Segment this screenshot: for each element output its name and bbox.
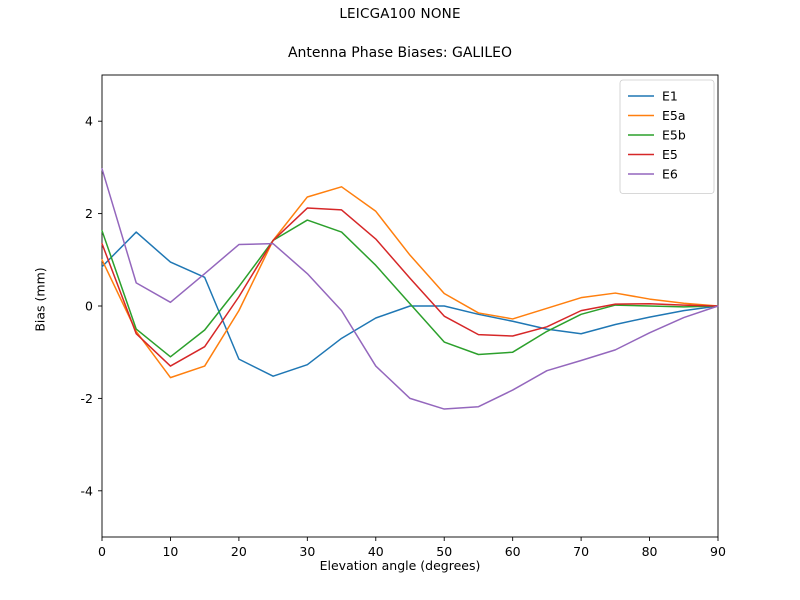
data-series-group [101, 168, 719, 410]
svg-text:50: 50 [436, 544, 452, 559]
x-axis-label: Elevation angle (degrees) [319, 558, 481, 573]
series-line-E6 [101, 168, 719, 410]
x-axis-ticks: 0 10 20 30 40 50 60 70 80 90 [98, 537, 726, 559]
series-line-E5 [101, 207, 719, 367]
y-axis-ticks: -4 -2 0 2 4 [81, 114, 102, 498]
svg-text:80: 80 [642, 544, 658, 559]
legend-label-E1: E1 [662, 89, 678, 104]
legend-label-E5a: E5a [662, 108, 686, 123]
svg-text:40: 40 [368, 544, 384, 559]
svg-text:0: 0 [98, 544, 106, 559]
legend-label-E5b: E5b [662, 128, 686, 143]
svg-text:90: 90 [710, 544, 726, 559]
series-line-E5b [101, 219, 719, 358]
figure-suptitle: LEICGA100 NONE [339, 6, 461, 22]
svg-text:10: 10 [162, 544, 178, 559]
svg-text:2: 2 [85, 206, 93, 221]
chart-legend: E1 E5a E5b E5 E6 [619, 79, 715, 194]
legend-label-E5: E5 [662, 147, 678, 162]
axes-title: Antenna Phase Biases: GALILEO [287, 45, 513, 61]
svg-text:-4: -4 [81, 483, 94, 498]
svg-text:4: 4 [85, 114, 93, 129]
svg-text:60: 60 [505, 544, 521, 559]
svg-text:0: 0 [85, 299, 93, 314]
svg-text:70: 70 [573, 544, 589, 559]
series-line-E5a [101, 186, 719, 379]
svg-text:-2: -2 [81, 391, 93, 406]
svg-text:20: 20 [231, 544, 247, 559]
legend-label-E6: E6 [662, 167, 678, 182]
svg-text:30: 30 [299, 544, 315, 559]
series-line-E1 [101, 231, 719, 377]
